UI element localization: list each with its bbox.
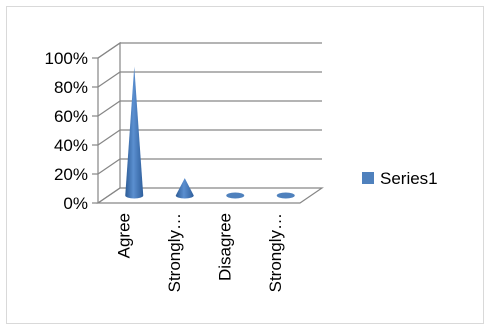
cone-mark xyxy=(175,178,194,199)
legend-swatch xyxy=(362,172,374,184)
legend-label: Series1 xyxy=(380,169,438,188)
chart-frame xyxy=(6,6,484,324)
floor xyxy=(96,187,324,204)
y-tick-label: 40% xyxy=(54,136,88,155)
x-axis-labels: Agree Strongly… Disagree Strongly… xyxy=(114,213,285,292)
data-cones xyxy=(125,66,295,199)
x-category-label: Agree xyxy=(114,213,133,258)
cone-mark xyxy=(276,192,295,199)
side-wall xyxy=(97,41,121,204)
legend: Series1 xyxy=(362,169,438,188)
y-tick-label: 80% xyxy=(54,78,88,97)
x-category-label: Strongly… xyxy=(266,213,285,292)
y-tick-label: 100% xyxy=(45,49,88,68)
gridlines xyxy=(97,42,322,175)
y-axis-ticks: 0% 20% 40% 60% 80% 100% xyxy=(45,49,98,213)
y-tick-label: 60% xyxy=(54,107,88,126)
gridline xyxy=(97,42,322,59)
gridline xyxy=(97,71,322,88)
x-category-label: Strongly… xyxy=(165,213,184,292)
gridline xyxy=(97,129,322,146)
cone-mark xyxy=(226,192,245,199)
y-tick-label: 0% xyxy=(63,194,88,213)
y-tick-label: 20% xyxy=(54,165,88,184)
cone-mark xyxy=(125,66,144,199)
gridline xyxy=(97,100,322,117)
x-category-label: Disagree xyxy=(215,213,234,281)
gridline xyxy=(97,158,322,175)
